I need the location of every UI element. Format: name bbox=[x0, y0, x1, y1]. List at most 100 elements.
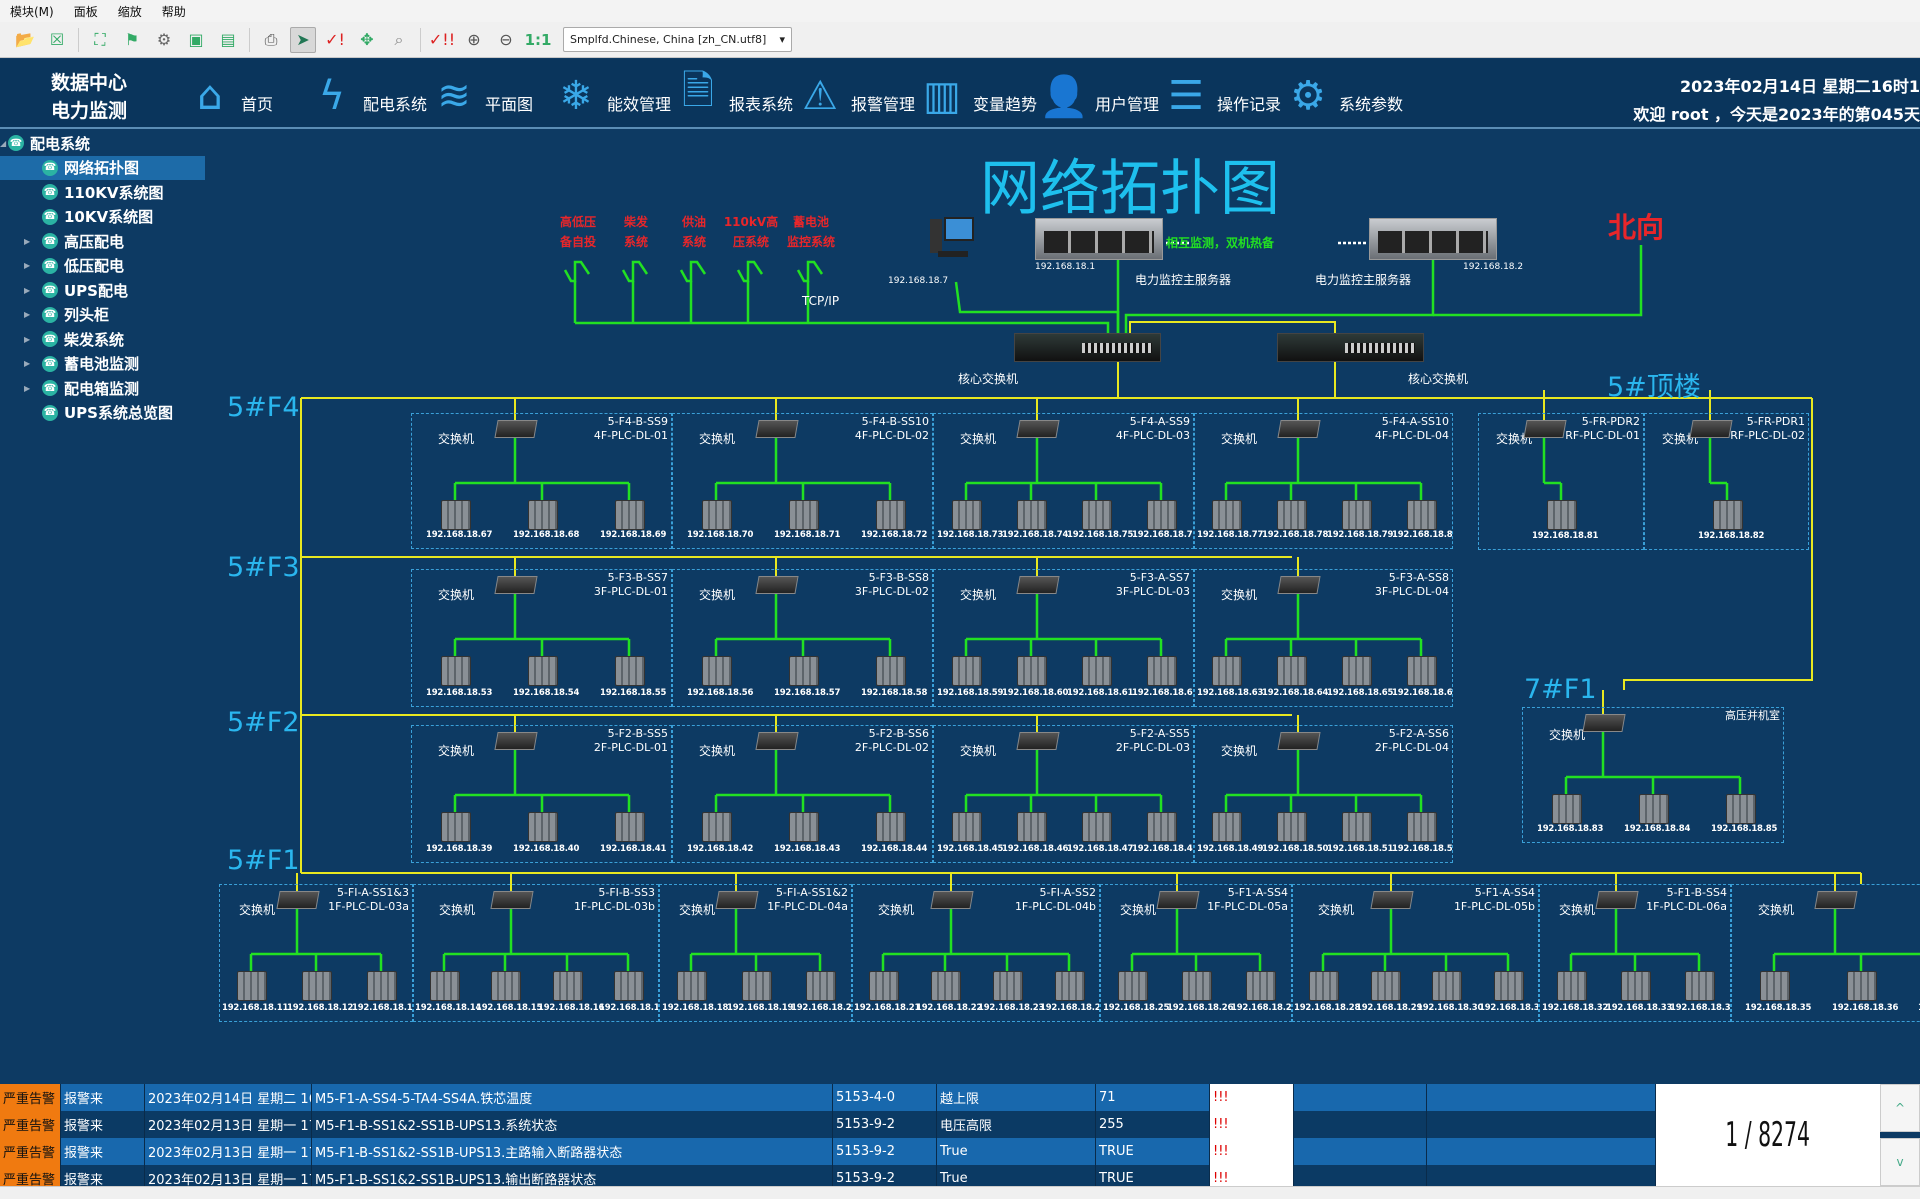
fullscreen-icon[interactable]: ⛶ bbox=[94, 29, 106, 49]
device-ip: 192.168.18.71 bbox=[774, 530, 841, 540]
device-ip: 192.168.18.75 bbox=[1067, 530, 1134, 540]
sidebar-item[interactable]: ▶ ☎ 配电箱监测 bbox=[0, 376, 205, 401]
cabinet-id: 5-FR-PDR1 bbox=[1746, 415, 1805, 428]
device-ip: 192.168.18.82 bbox=[1698, 531, 1765, 541]
alarm-row[interactable]: 严重告警 报警来 2023年02月13日 星期一 17 M5-F1-B-SS1&2-S… bbox=[0, 1138, 1656, 1165]
plc-device-icon bbox=[1017, 812, 1047, 842]
core-switch-1-icon bbox=[1014, 333, 1161, 362]
ext-line1: 高低压 bbox=[559, 215, 596, 229]
expanded-arrow-icon[interactable]: ◢ bbox=[0, 138, 7, 148]
sidebar-item[interactable]: ☎ UPS系统总览图 bbox=[0, 401, 205, 426]
user-window-icon[interactable]: ▤ bbox=[220, 30, 236, 49]
expand-arrow-icon[interactable]: ▶ bbox=[24, 359, 31, 369]
nav-item-4[interactable]: 🗎 报表系统 bbox=[673, 65, 795, 121]
cabinet-name: 5-F3-B-SS7 3F-PLC-DL-01 bbox=[594, 571, 668, 599]
cabinet-name: 5-F4-A-SS9 4F-PLC-DL-03 bbox=[1116, 415, 1190, 443]
layers-icon: ≋ bbox=[437, 73, 471, 119]
nav-item-7[interactable]: 👤 用户管理 bbox=[1039, 65, 1161, 121]
brand: 数据中心 电力监测 bbox=[51, 69, 127, 125]
cabinet-id: 高压并机室 bbox=[1725, 709, 1780, 722]
sidebar-item[interactable]: ▶ ☎ 低压配电 bbox=[0, 254, 205, 279]
sidebar-item[interactable]: ▶ ☎ 高压配电 bbox=[0, 229, 205, 254]
expand-arrow-icon[interactable]: ▶ bbox=[24, 285, 31, 295]
plc-device-icon bbox=[1639, 794, 1669, 824]
window-icon[interactable]: ▣ bbox=[188, 30, 204, 49]
plc-device-icon bbox=[1342, 656, 1372, 686]
zoom-out-icon[interactable]: ⊖ bbox=[499, 30, 513, 49]
zoom-in-icon[interactable]: ⊕ bbox=[467, 30, 481, 49]
menu-help[interactable]: 帮助 bbox=[161, 4, 186, 19]
device-ip: 192.168.18.78 bbox=[1262, 530, 1329, 540]
print-icon[interactable]: ⎙ bbox=[264, 29, 278, 49]
expand-arrow-icon[interactable]: ▶ bbox=[24, 334, 31, 344]
scroll-down-button[interactable]: v bbox=[1880, 1138, 1920, 1186]
cabinet-name: 5-F4-B-SS10 4F-PLC-DL-02 bbox=[855, 415, 929, 443]
language-select[interactable]: Smplfd.Chinese, China [zh_CN.utf8] ▾ bbox=[563, 27, 792, 52]
gear-icon[interactable]: ⚙ bbox=[156, 30, 172, 49]
pointer-icon[interactable]: ➤ bbox=[290, 26, 316, 53]
plc-cabinet-group: 5-F1-B-SS4 1F-PLC-DL-06a 交换机 192.168.18.32 1… bbox=[1539, 884, 1731, 1022]
device-ip: 192.168.18.32 bbox=[1542, 1003, 1609, 1013]
nav-item-2[interactable]: ≋ 平面图 bbox=[429, 65, 551, 121]
plc-id: RF-PLC-DL-02 bbox=[1730, 429, 1805, 442]
northbound-label: 北向 bbox=[1608, 211, 1665, 244]
expand-arrow-icon[interactable]: ▶ bbox=[24, 236, 31, 246]
sidebar-item[interactable]: ▶ ☎ 柴发系统 bbox=[0, 327, 205, 352]
sidebar-root[interactable]: ◢ ☎ 配电系统 bbox=[0, 131, 205, 156]
menu-panel[interactable]: 面板 bbox=[73, 4, 98, 19]
check-alert-icon[interactable]: ✓! bbox=[325, 30, 345, 49]
close-icon[interactable]: ☒ bbox=[49, 30, 65, 49]
app-header: 数据中心 电力监测 ⌂ 首页 ϟ 配电系统 ≋ 平面图 ❄ 能效管理 🗎 报表系统 ⚠ 报警管理 ▥ 变量… bbox=[0, 59, 1920, 129]
sidebar-item[interactable]: ☎ 110KV系统图 bbox=[0, 180, 205, 205]
plc-cabinet-group: 5-F1-A-SS4 1F-PLC-DL-05b 交换机 192.168.18.28 1… bbox=[1292, 884, 1539, 1022]
cabinet-name: 5-F4-B-SS9 4F-PLC-DL-01 bbox=[594, 415, 668, 443]
nav-item-1[interactable]: ϟ 配电系统 bbox=[307, 65, 429, 121]
device-ip: 192.168.18.35 bbox=[1745, 1003, 1812, 1013]
device-ip: 192.168.18.48 bbox=[1132, 844, 1194, 854]
sidebar-item[interactable]: ▶ ☎ 列头柜 bbox=[0, 303, 205, 328]
ext-line2: 系统 bbox=[623, 235, 648, 249]
check-alarm-icon[interactable]: ✓!! bbox=[428, 30, 456, 49]
plc-device-icon bbox=[1621, 971, 1651, 1001]
nav-item-9[interactable]: ⚙ 系统参数 bbox=[1283, 65, 1405, 121]
plc-cabinet-group: 高压并机室 交换机 192.168.18.83 192.168.18.84 192.16… bbox=[1522, 707, 1784, 843]
external-system-label: 柴发 系统 bbox=[605, 212, 667, 252]
menu-zoom[interactable]: 缩放 bbox=[117, 4, 142, 19]
plc-device-icon bbox=[1182, 971, 1212, 1001]
nav-item-8[interactable]: ☰ 操作记录 bbox=[1161, 65, 1283, 121]
sidebar-item[interactable]: ☎ 网络拓扑图 bbox=[0, 155, 205, 180]
cabinet-id: 5-FI-B-SS3 bbox=[598, 886, 655, 899]
menu-module[interactable]: 模块(M) bbox=[10, 4, 54, 19]
tree-icon[interactable]: ⚑ bbox=[124, 30, 140, 49]
zoom-reset-button[interactable]: 1:1 bbox=[524, 30, 552, 49]
alarm-cell-variable: M5-F1-B-SS1&2-SS1B-UPS13.输出断路器状态 bbox=[312, 1165, 833, 1192]
plc-device-icon bbox=[1371, 971, 1401, 1001]
nav-item-3[interactable]: ❄ 能效管理 bbox=[551, 65, 673, 121]
alarm-cell-flag: !!! bbox=[1210, 1084, 1294, 1111]
device-ip: 192.168.18.68 bbox=[513, 530, 580, 540]
switch-label: 交换机 bbox=[1549, 728, 1586, 742]
plc-cabinet-group: 5-F1-A-SS4 1F-PLC-DL-05a 交换机 192.168.18.25 1… bbox=[1100, 884, 1292, 1022]
search-icon[interactable]: ⌕ bbox=[394, 29, 404, 49]
snowflake-icon: ❄ bbox=[559, 73, 593, 119]
sidebar-item[interactable]: ▶ ☎ 蓄电池监测 bbox=[0, 352, 205, 377]
move-icon[interactable]: ✥ bbox=[360, 30, 374, 49]
expand-arrow-icon[interactable]: ▶ bbox=[24, 261, 31, 271]
nav-item-6[interactable]: ▥ 变量趋势 bbox=[917, 65, 1039, 121]
device-ip: 192.168.18.56 bbox=[687, 688, 754, 698]
horizontal-scrollbar[interactable] bbox=[0, 1186, 1920, 1199]
scroll-up-button[interactable]: ^ bbox=[1880, 1084, 1920, 1132]
nav-item-0[interactable]: ⌂ 首页 bbox=[185, 65, 307, 121]
sidebar-item[interactable]: ▶ ☎ UPS配电 bbox=[0, 278, 205, 303]
device-ip: 192.168.18.22 bbox=[916, 1003, 983, 1013]
device-ip: 192.168.18.84 bbox=[1624, 824, 1691, 834]
expand-arrow-icon[interactable]: ▶ bbox=[24, 383, 31, 393]
plc-id: 4F-PLC-DL-03 bbox=[1115, 429, 1190, 442]
alarm-row[interactable]: 严重告警 报警来 2023年02月13日 星期一 17 M5-F1-B-SS1&2-S… bbox=[0, 1111, 1656, 1138]
plc-cabinet-group: 5-F2-A-SS6 2F-PLC-DL-04 交换机 192.168.18.49 19… bbox=[1194, 725, 1453, 863]
alarm-row[interactable]: 严重告警 报警来 2023年02月14日 星期二 16 M5-F1-A-SS4-5-T… bbox=[0, 1084, 1656, 1111]
open-folder-icon[interactable]: 📂 bbox=[15, 30, 35, 49]
sidebar-item[interactable]: ☎ 10KV系统图 bbox=[0, 205, 205, 230]
expand-arrow-icon[interactable]: ▶ bbox=[24, 310, 31, 320]
nav-item-5[interactable]: ⚠ 报警管理 bbox=[795, 65, 917, 121]
